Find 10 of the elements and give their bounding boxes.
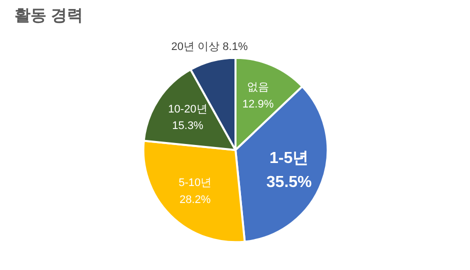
data-label: 15.3%	[172, 120, 204, 132]
data-label: 12.9%	[242, 98, 274, 110]
chart-title: 활동 경력	[14, 8, 83, 24]
slice-label: 10-20년	[168, 103, 208, 116]
slice-label: 없음	[247, 82, 270, 94]
slice-label: 1-5년	[270, 150, 309, 168]
data-label: 35.5%	[266, 174, 312, 191]
slice-label: 20년 이상 8.1%	[171, 41, 248, 54]
slice-label: 5-10년	[178, 177, 212, 190]
data-label: 28.2%	[180, 194, 211, 206]
